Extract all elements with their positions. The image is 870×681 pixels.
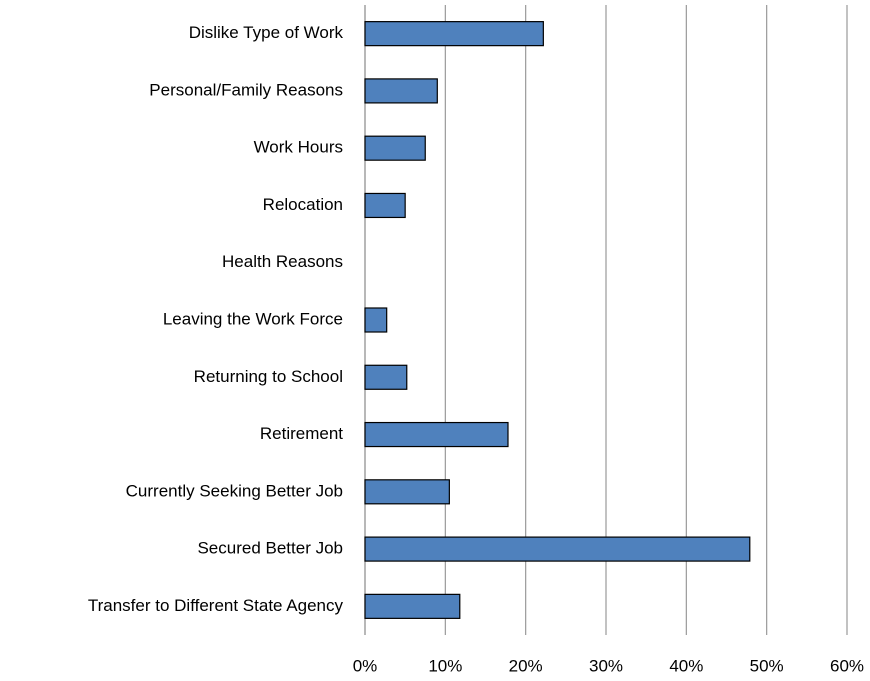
bar [364, 192, 406, 219]
x-tick-label: 50% [750, 656, 784, 675]
x-tick-label: 0% [353, 656, 378, 675]
bar [364, 479, 450, 505]
bar [364, 536, 751, 562]
y-tick-label: Work Hours [254, 138, 343, 157]
x-tick-label: 10% [428, 656, 462, 675]
y-tick-label: Secured Better Job [197, 539, 343, 558]
x-tick-label: 30% [589, 656, 623, 675]
x-tick-label: 20% [509, 656, 543, 675]
y-tick-label: Transfer to Different State Agency [88, 596, 344, 615]
bar [364, 78, 438, 104]
x-tick-label: 60% [830, 656, 864, 675]
bar [364, 135, 426, 161]
bar [364, 593, 461, 619]
y-tick-label: Currently Seeking Better Job [126, 481, 343, 500]
y-tick-label: Leaving the Work Force [163, 309, 343, 328]
bar [364, 421, 509, 448]
y-tick-label: Health Reasons [222, 252, 343, 271]
x-tick-label: 40% [669, 656, 703, 675]
y-tick-label: Personal/Family Reasons [149, 80, 343, 99]
y-tick-label: Returning to School [194, 367, 343, 386]
y-tick-label: Retirement [260, 424, 343, 443]
y-tick-label: Dislike Type of Work [189, 23, 344, 42]
bar [364, 307, 388, 333]
y-tick-label: Relocation [263, 195, 343, 214]
bar [364, 21, 544, 47]
bar [364, 364, 408, 390]
